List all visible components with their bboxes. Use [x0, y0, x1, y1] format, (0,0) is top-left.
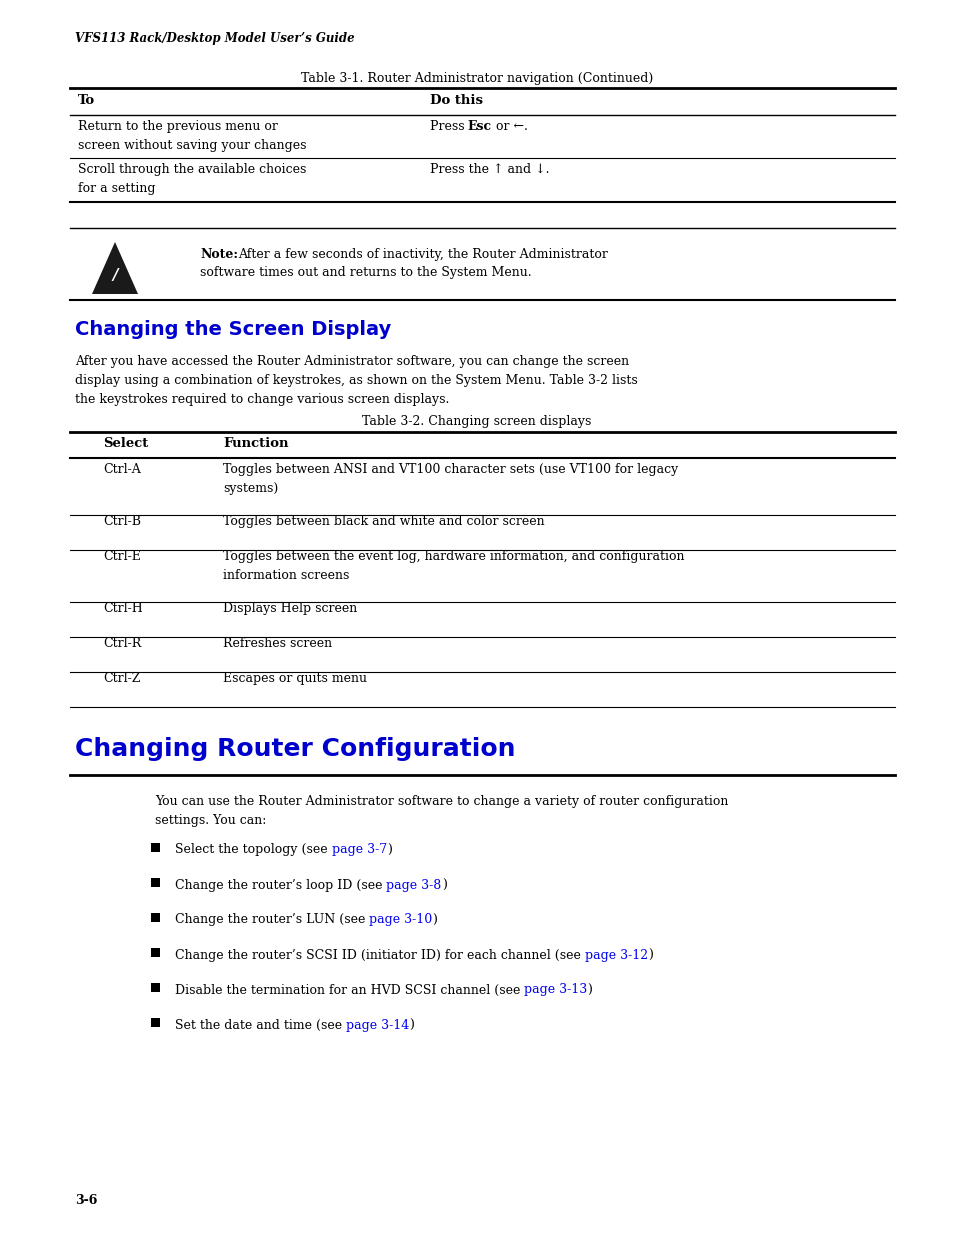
- Text: Ctrl-E: Ctrl-E: [103, 550, 141, 563]
- Text: Toggles between the event log, hardware information, and configuration
informati: Toggles between the event log, hardware …: [223, 550, 684, 582]
- Text: page 3-8: page 3-8: [386, 878, 441, 892]
- Text: After a few seconds of inactivity, the Router Administrator: After a few seconds of inactivity, the R…: [237, 248, 607, 261]
- Text: Ctrl-H: Ctrl-H: [103, 601, 143, 615]
- Text: page 3-7: page 3-7: [332, 844, 386, 857]
- Bar: [151, 983, 160, 992]
- Text: page 3-12: page 3-12: [584, 948, 647, 962]
- Text: Refreshes screen: Refreshes screen: [223, 637, 332, 650]
- Text: Press the ↑ and ↓.: Press the ↑ and ↓.: [430, 163, 549, 177]
- Text: ): ): [647, 948, 652, 962]
- Text: page 3-10: page 3-10: [369, 914, 432, 926]
- Text: /: /: [112, 268, 117, 283]
- Text: Changing Router Configuration: Changing Router Configuration: [75, 737, 515, 761]
- Text: 3-6: 3-6: [75, 1194, 97, 1207]
- Text: Ctrl-Z: Ctrl-Z: [103, 672, 140, 685]
- Polygon shape: [91, 242, 138, 294]
- Text: Function: Function: [223, 437, 288, 450]
- Bar: [151, 1018, 160, 1028]
- Text: Scroll through the available choices
for a setting: Scroll through the available choices for…: [78, 163, 306, 195]
- Text: After you have accessed the Router Administrator software, you can change the sc: After you have accessed the Router Admin…: [75, 354, 638, 406]
- Text: page 3-14: page 3-14: [346, 1019, 409, 1031]
- Text: ): ): [409, 1019, 414, 1031]
- Text: software times out and returns to the System Menu.: software times out and returns to the Sy…: [200, 266, 531, 279]
- Text: Change the router’s SCSI ID (initiator ID) for each channel (see: Change the router’s SCSI ID (initiator I…: [174, 948, 584, 962]
- Text: You can use the Router Administrator software to change a variety of router conf: You can use the Router Administrator sof…: [154, 795, 727, 827]
- Text: Displays Help screen: Displays Help screen: [223, 601, 356, 615]
- Text: Table 3-2. Changing screen displays: Table 3-2. Changing screen displays: [362, 415, 591, 429]
- Text: or ←.: or ←.: [492, 120, 527, 133]
- Bar: [151, 913, 160, 923]
- Text: To: To: [78, 94, 95, 107]
- Text: Toggles between ANSI and VT100 character sets (use VT100 for legacy
systems): Toggles between ANSI and VT100 character…: [223, 463, 678, 495]
- Text: Change the router’s loop ID (see: Change the router’s loop ID (see: [174, 878, 386, 892]
- Text: Toggles between black and white and color screen: Toggles between black and white and colo…: [223, 515, 544, 529]
- Bar: [151, 948, 160, 957]
- Text: Esc: Esc: [467, 120, 491, 133]
- Text: Set the date and time (see: Set the date and time (see: [174, 1019, 346, 1031]
- Text: Ctrl-A: Ctrl-A: [103, 463, 141, 475]
- Text: Note:: Note:: [200, 248, 237, 261]
- Text: ): ): [441, 878, 446, 892]
- Text: Select the topology (see: Select the topology (see: [174, 844, 332, 857]
- Bar: [151, 878, 160, 887]
- Text: ): ): [386, 844, 392, 857]
- Bar: [151, 844, 160, 852]
- Text: Ctrl-B: Ctrl-B: [103, 515, 141, 529]
- Text: Return to the previous menu or
screen without saving your changes: Return to the previous menu or screen wi…: [78, 120, 306, 152]
- Text: VFS113 Rack/Desktop Model User’s Guide: VFS113 Rack/Desktop Model User’s Guide: [75, 32, 355, 44]
- Text: Escapes or quits menu: Escapes or quits menu: [223, 672, 367, 685]
- Text: ): ): [432, 914, 437, 926]
- Text: Ctrl-R: Ctrl-R: [103, 637, 141, 650]
- Text: page 3-13: page 3-13: [524, 983, 587, 997]
- Text: Do this: Do this: [430, 94, 482, 107]
- Text: Changing the Screen Display: Changing the Screen Display: [75, 320, 391, 338]
- Text: Change the router’s LUN (see: Change the router’s LUN (see: [174, 914, 369, 926]
- Text: Table 3-1. Router Administrator navigation (Continued): Table 3-1. Router Administrator navigati…: [300, 72, 653, 85]
- Text: Disable the termination for an HVD SCSI channel (see: Disable the termination for an HVD SCSI …: [174, 983, 524, 997]
- Text: ): ): [587, 983, 592, 997]
- Text: Select: Select: [103, 437, 148, 450]
- Text: Press: Press: [430, 120, 468, 133]
